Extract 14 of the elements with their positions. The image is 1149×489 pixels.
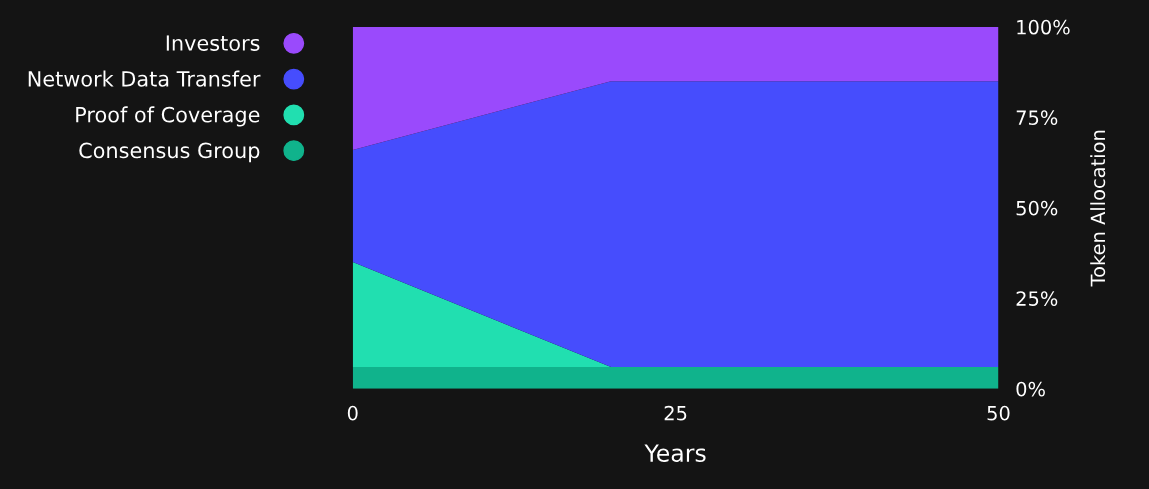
x-axis-title: Years [644,444,706,462]
y-tick-label: 100% [1017,19,1070,35]
y-tick-label: 50% [1016,200,1058,216]
x-tick-label: 25 [664,405,687,421]
legend-label: Proof of Coverage [76,106,260,127]
legend-label: Consensus Group [79,142,260,163]
x-tick-label: 50 [987,405,1010,421]
legend-label: Investors [166,35,260,51]
y-tick-label: 25% [1016,291,1058,306]
legend-label: Network Data Transfer [28,70,261,87]
y-tick-label: 75% [1016,110,1058,126]
y-tick-label: 0% [1016,381,1045,397]
x-tick-label: 0 [347,405,358,421]
y-axis-title: Token Allocation [1090,130,1106,287]
